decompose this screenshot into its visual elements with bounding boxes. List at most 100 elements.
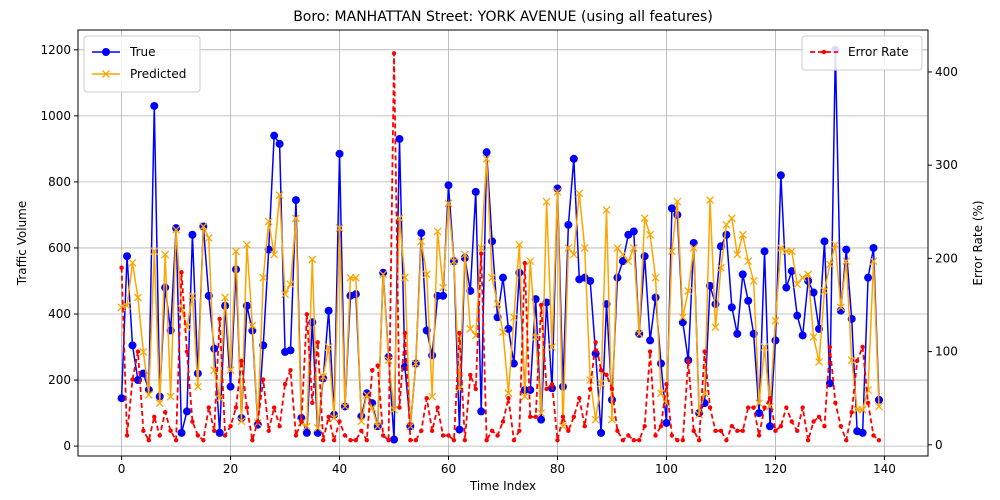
data-point [341,402,349,411]
data-point [667,204,676,213]
data-point [182,407,191,416]
data-point [495,433,500,438]
data-point [626,433,631,438]
data-point [784,405,789,410]
data-point [722,230,731,239]
data-point [718,428,724,434]
data-point [457,330,462,336]
x-tick-label: 20 [223,462,238,476]
data-point [291,196,300,205]
data-point [239,358,244,364]
data-point [364,437,369,443]
data-point [805,437,811,443]
y-right-tick-label: 400 [935,65,958,79]
data-point [842,257,851,266]
y-tick-label: 400 [48,307,71,321]
data-point [511,437,517,443]
data-point [342,433,348,438]
data-point [686,358,691,364]
legend-box [801,35,923,71]
data-point [386,437,391,443]
data-point [390,405,398,414]
grid-lines [78,30,928,456]
data-point [400,273,409,282]
data-point [359,428,364,434]
data-point [526,257,535,266]
data-point [150,247,159,256]
data-point [506,396,511,401]
data-point [787,267,796,276]
data-point [117,303,126,312]
data-point [362,390,371,399]
data-point [795,428,800,434]
data-point [680,437,686,443]
y-tick-label: 800 [48,175,71,189]
data-point [598,368,604,373]
data-point [504,389,513,398]
data-point [395,134,404,143]
x-tick-label: 140 [873,462,896,476]
data-point [462,437,468,443]
data-point [119,265,124,270]
data-point [320,437,326,443]
data-point [733,329,742,338]
data-point [515,240,524,249]
data-point [133,293,142,302]
data-point [141,428,146,434]
data-point [582,423,587,429]
data-point [215,394,224,403]
data-point [313,428,322,437]
data-point [798,273,807,282]
data-point [313,423,322,432]
data-point [800,405,805,410]
data-point [422,270,431,279]
data-point [337,419,342,424]
data-point [608,415,616,424]
data-point [275,139,284,148]
data-point [489,428,495,434]
data-point [689,239,698,247]
data-point [646,336,655,345]
data-point [631,437,636,443]
data-point [488,237,497,246]
data-point [755,399,764,408]
data-point [210,344,219,353]
data-point [417,237,426,246]
data-point [669,433,675,438]
data-point [727,303,736,312]
data-point [618,257,627,266]
x-tick-label: 120 [764,462,787,476]
y-tick-label: 600 [48,241,71,255]
data-point [509,313,518,322]
data-point [188,230,197,239]
data-point [271,405,277,410]
data-point [722,220,731,229]
data-point [555,437,560,443]
data-point [869,257,878,266]
data-point [217,316,222,322]
series-predicted [117,154,883,432]
data-point [854,358,860,364]
data-point [482,148,491,157]
legend-right: Error Rate [801,35,923,71]
data-point [711,323,720,332]
data-point [244,405,250,410]
data-point [651,293,660,302]
data-point [304,312,310,317]
data-point [548,343,556,351]
data-point [162,409,168,415]
x-tick-label: 100 [655,462,678,476]
data-point [658,423,664,429]
data-point [793,311,802,320]
data-point [836,303,845,312]
data-point [275,191,284,200]
series-line [121,158,880,429]
data-point [468,372,473,378]
data-point [847,356,856,365]
data-point [155,399,164,408]
data-point [673,197,682,206]
data-point [740,428,745,434]
data-point [310,400,315,406]
data-point [635,329,644,338]
